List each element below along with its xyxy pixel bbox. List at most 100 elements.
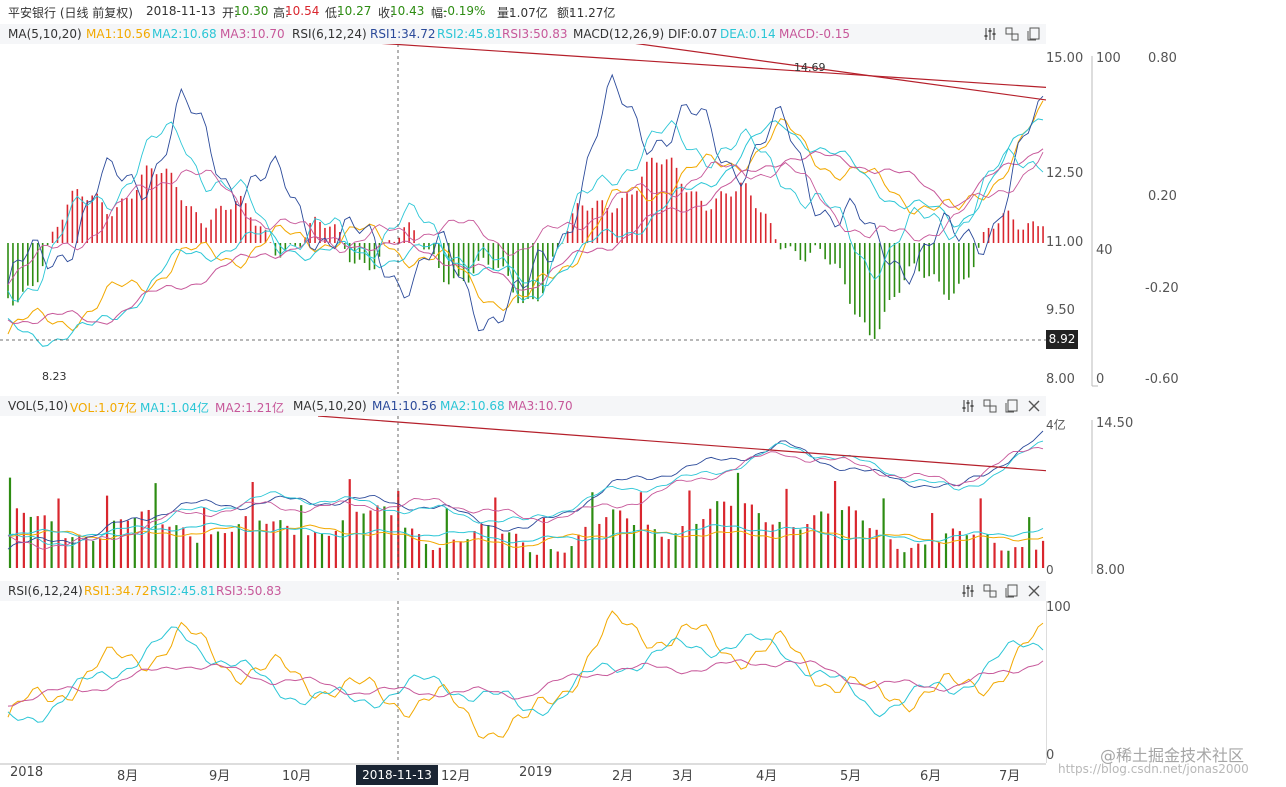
rsi-swap-icon[interactable] [982,583,998,599]
amount-label: 额: [557,6,574,20]
vol-trendline[interactable] [317,416,1046,474]
rsi-close-icon[interactable] [1026,583,1042,599]
month-2018: 2018 [10,765,44,780]
rsi-rsi1-line [7,610,1044,739]
low-label: 低: [325,6,342,20]
macd-value: MACD:-0.15 [779,27,851,41]
crosshair-date-tag: 2018-11-13 [356,765,438,785]
rsi-rsi3-line [7,659,1044,707]
high-label: 高: [273,6,290,20]
volume-ma1-line [7,524,1044,548]
overlay-rsi3-line [7,151,1044,286]
vol-value: VOL:1.07亿 [70,401,137,415]
vol-ma-ma2: MA2:10.68 [440,399,505,413]
trendline-upper[interactable] [300,44,1046,94]
vol-title: VOL(5,10) [8,399,69,413]
price-tick-1100: 11.00 [1046,235,1084,250]
macd-tick-neg060: -0.60 [1145,372,1179,387]
rsi3-value: RSI3:50.83 [502,27,568,41]
month-jun: 6月 [920,769,942,784]
rsi-copy-icon[interactable] [1004,583,1020,599]
vol-copy-icon[interactable] [1004,398,1020,414]
vol-tick-4: 4亿 [1046,418,1066,432]
volume-ma2-line [7,522,1044,544]
crosshair-price-tag: 8.92 [1046,330,1078,349]
overlay-tick-100: 100 [1096,51,1121,66]
quote-date: 2018-11-13 [146,4,216,18]
rsi-panel-rsi1: RSI1:34.72 [84,584,150,598]
volume-value: 1.07亿 [509,6,548,20]
close-value: 10.43 [390,4,425,18]
month-sep: 9月 [209,769,231,784]
overlay-tick-40: 40 [1096,243,1113,258]
rsi-axis-frame [1046,601,1047,763]
macd-tick-neg020: -0.20 [1145,281,1179,296]
rsi-panel-rsi2: RSI2:45.81 [150,584,216,598]
price-tick-950: 9.50 [1046,303,1075,318]
month-mar: 3月 [672,769,694,784]
vol-axis-frame [1091,420,1093,574]
copy-icon[interactable] [1026,26,1042,42]
vol-ma-ma3: MA3:10.70 [508,399,573,413]
overlay-tick-0: 0 [1096,372,1105,387]
ma2-value: MA2:10.68 [152,27,217,41]
overlay-rsi2-line [7,120,1044,302]
trendline-lower[interactable] [596,44,1046,106]
ma3-value: MA3:10.70 [220,27,285,41]
quote-bar: 平安银行 (日线 前复权) 2018-11-13 开: 10.30 高: 10.… [0,0,1286,22]
vol-close-icon[interactable] [1026,398,1042,414]
macd-tick-020: 0.20 [1148,189,1177,204]
rsi-chart[interactable] [0,601,1046,763]
ma1-value: MA1:10.56 [86,27,151,41]
volume-overlay-ma3-line [7,447,1044,550]
macd-title: MACD(12,26,9) [573,27,665,41]
ma-title: MA(5,10,20) [8,27,82,41]
watermark-url: https://blog.csdn.net/jonas2000 [1058,762,1249,776]
x-axis-line [0,763,1046,765]
month-apr: 4月 [756,769,778,784]
overlay-rsi1-line [7,73,1044,332]
rsi-legend: RSI(6,12,24) RSI1:34.72 RSI2:45.81 RSI3:… [0,581,1046,601]
vol-settings-icon[interactable] [960,398,976,414]
amount-value: 11.27亿 [569,6,616,20]
dif-value: DIF:0.07 [668,27,718,41]
rsi-panel-rsi3: RSI3:50.83 [216,584,282,598]
low-value: 10.27 [337,4,372,18]
month-feb: 2月 [612,769,634,784]
low-annotation: 8.23 [42,370,67,383]
vol-price-tick-800: 8.00 [1096,563,1125,578]
rsi-panel-title: RSI(6,12,24) [8,584,83,598]
settings-icon[interactable] [982,26,998,42]
stock-name: 平安银行 (日线 前复权) [8,6,133,20]
swap-icon[interactable] [1004,26,1020,42]
vol-tick-0: 0 [1046,563,1054,577]
vol-ma-ma1: MA1:10.56 [372,399,437,413]
rsi2-value: RSI2:45.81 [437,27,503,41]
month-2019: 2019 [519,765,553,780]
change-value: -0.19% [443,4,486,18]
rsi1-value: RSI1:34.72 [370,27,436,41]
volume-label: 量: [497,6,514,20]
main-legend: MA(5,10,20) MA1:10.56 MA2:10.68 MA3:10.7… [0,24,1046,44]
main-axis-frame [1091,56,1098,387]
volume-legend: VOL(5,10) VOL:1.07亿 MA1:1.04亿 MA2:1.21亿 … [0,396,1046,416]
price-chart[interactable] [0,44,1046,394]
change-label: 幅: [431,6,448,20]
price-ma3-line [7,148,1044,325]
price-ma2-line [7,118,1044,347]
volume-overlay-ma2-line [7,440,1044,547]
month-dec: 12月 [441,769,471,784]
price-tick-1250: 12.50 [1046,166,1084,181]
month-oct: 10月 [282,769,312,784]
rsi-tick-100: 100 [1046,600,1071,615]
vol-ma-title: MA(5,10,20) [293,399,367,413]
vol-ma1-value: MA1:1.04亿 [140,401,209,415]
rsi-settings-icon[interactable] [960,583,976,599]
volume-chart[interactable] [0,416,1046,580]
watermark-logo: @稀土掘金技术社区 [1100,746,1245,765]
price-tick-800: 8.00 [1046,372,1075,387]
high-annotation: 14.69 [794,61,826,74]
rsi-tick-0: 0 [1046,748,1055,763]
dea-value: DEA:0.14 [720,27,776,41]
vol-swap-icon[interactable] [982,398,998,414]
